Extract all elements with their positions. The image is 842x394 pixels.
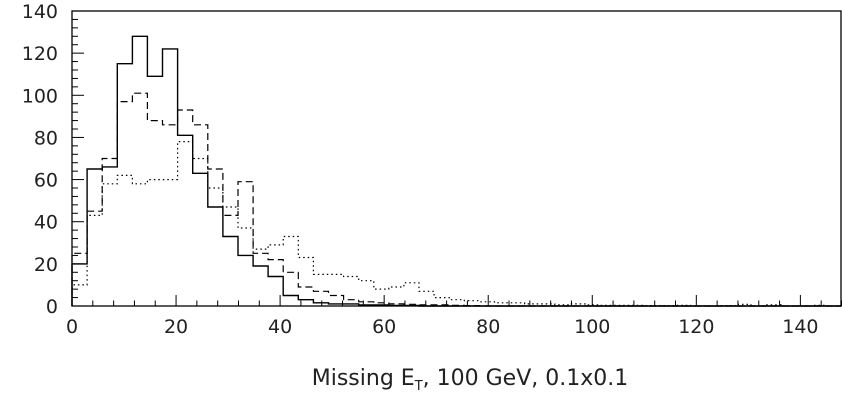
x-tick-label: 140 <box>782 316 818 338</box>
y-tick-label: 20 <box>34 254 58 276</box>
series-layer <box>71 35 842 307</box>
y-axis: 0 20 40 60 80 100 120 140 <box>22 1 84 318</box>
series-dashed-line <box>71 92 842 307</box>
y-tick-label: 60 <box>34 170 58 192</box>
y-tick-label: 140 <box>22 1 58 23</box>
plot-border <box>71 10 842 307</box>
series-solid-line <box>71 35 842 307</box>
x-axis-title-subscript: T <box>414 379 423 394</box>
x-tick-label: 0 <box>66 316 78 338</box>
x-tick-label: 80 <box>476 316 500 338</box>
x-tick-label: 40 <box>268 316 292 338</box>
x-tick-label: 20 <box>164 316 188 338</box>
x-axis-title-main: Missing E <box>312 366 415 391</box>
plot-frame <box>71 10 842 307</box>
x-tick-label: 100 <box>574 316 610 338</box>
y-tick-label: 100 <box>22 85 58 107</box>
y-tick-label: 40 <box>34 212 58 234</box>
y-tick-label: 0 <box>46 296 58 318</box>
y-tick-label: 120 <box>22 43 58 65</box>
x-axis-title: Missing ET, 100 GeV, 0.1x0.1 <box>312 366 628 394</box>
x-tick-label: 60 <box>372 316 396 338</box>
y-tick-label: 80 <box>34 127 58 149</box>
series-dotted-line <box>71 141 842 307</box>
x-axis: 0 20 40 60 80 100 120 140 <box>66 295 842 338</box>
x-axis-title-rest: , 100 GeV, 0.1x0.1 <box>423 366 629 391</box>
x-tick-label: 120 <box>678 316 714 338</box>
